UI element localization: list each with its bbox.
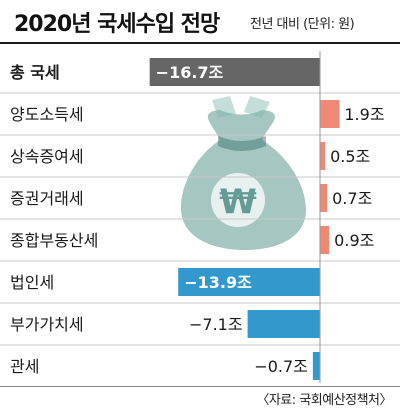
category-label: 증권거래세 (10, 189, 84, 208)
footer-divider (0, 386, 400, 387)
category-label: 상속증여세 (10, 147, 84, 166)
chart-title: 2020년 국세수입 전망 (14, 12, 220, 37)
bar (312, 352, 320, 380)
source-note: 〈자료: 국회예산정책처〉 (256, 393, 392, 408)
bar (320, 100, 340, 128)
value-label: −16.7조 (156, 63, 224, 82)
bar (320, 184, 328, 212)
value-label: 0.5조 (330, 147, 370, 166)
category-label: 법인세 (10, 273, 54, 292)
category-label: 총 국세 (10, 63, 60, 82)
title-divider (0, 42, 400, 44)
svg-text:₩: ₩ (219, 182, 257, 222)
category-label: 종합부동산세 (10, 231, 98, 250)
bar (178, 268, 320, 296)
bar (247, 310, 320, 338)
category-label: 양도소득세 (10, 105, 84, 124)
category-label: 관세 (10, 357, 39, 376)
value-label: −7.1조 (189, 315, 243, 334)
bar (149, 58, 320, 86)
category-label: 부가가치세 (10, 315, 84, 334)
bar (320, 226, 330, 254)
value-label: 0.9조 (334, 231, 374, 250)
value-label: −13.9조 (184, 273, 252, 292)
chart-subtitle: 전년 대비 (단위: 원) (250, 17, 355, 32)
value-label: −0.7조 (254, 357, 308, 376)
value-label: 1.9조 (344, 105, 384, 124)
money-bag-won-icon: ₩ (180, 96, 306, 250)
bar (320, 142, 326, 170)
value-label: 0.7조 (332, 189, 372, 208)
